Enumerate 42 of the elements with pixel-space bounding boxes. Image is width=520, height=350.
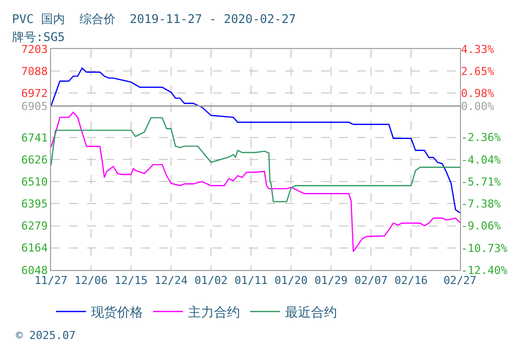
- y2-tick-label: -2.36%: [461, 131, 502, 144]
- y2-tick-label: -5.71%: [461, 175, 502, 188]
- y2-tick-label: -7.38%: [461, 198, 502, 211]
- chart-subtitle: 牌号:SG5: [12, 30, 65, 44]
- y2-tick-label: 2.65%: [461, 65, 494, 78]
- y-tick-label: 6395: [21, 197, 48, 210]
- legend-label: 现货价格: [91, 306, 143, 321]
- x-tick-label: 12/06: [74, 274, 108, 288]
- x-tick-label: 02/07: [354, 274, 388, 288]
- y2-tick-label: -4.04%: [461, 153, 502, 166]
- text: © 2025.07: [16, 329, 76, 342]
- y-tick-label: 6510: [21, 175, 48, 188]
- line-series: [51, 112, 460, 252]
- x-tick-label: 01/02: [194, 274, 228, 288]
- line-series: [51, 68, 460, 214]
- x-tick-label: 01/20: [274, 274, 308, 288]
- line-series: [51, 117, 460, 202]
- y2-tick-label: -12.40%: [461, 264, 508, 277]
- y-tick-label: 6279: [21, 220, 48, 233]
- legend-label: 最近合约: [285, 306, 337, 321]
- y2-tick-label: 0.00%: [461, 100, 494, 114]
- y2-tick-label: -10.73%: [461, 242, 508, 255]
- y-tick-label: 6905: [21, 100, 48, 113]
- y-tick-label: 7088: [21, 64, 48, 78]
- x-tick-label: 02/27: [443, 274, 477, 288]
- x-tick-label: 12/24: [154, 274, 188, 288]
- y-tick-label: 6626: [21, 153, 48, 166]
- y-tick-label: 7203: [21, 42, 48, 56]
- legend-label: 主力合约: [188, 304, 240, 321]
- x-tick-label: 01/11: [234, 274, 268, 288]
- y2-tick-label: 4.33%: [461, 42, 494, 56]
- y2-tick-label: 0.98%: [461, 87, 494, 100]
- y2-tick-label: -9.06%: [461, 220, 502, 233]
- y-tick-label: 6164: [21, 242, 48, 255]
- y-tick-label: 6972: [21, 87, 48, 100]
- x-tick-label: 02/16: [394, 274, 428, 288]
- x-tick-label: 01/29: [314, 274, 348, 288]
- y-tick-label: 6741: [21, 131, 48, 144]
- y-tick-label: 6048: [21, 264, 48, 277]
- chart-title: PVC 国内 综合价 2019-11-27 - 2020-02-27: [12, 12, 296, 26]
- x-tick-label: 12/15: [114, 274, 148, 288]
- x-tick-label: 11/27: [34, 274, 68, 288]
